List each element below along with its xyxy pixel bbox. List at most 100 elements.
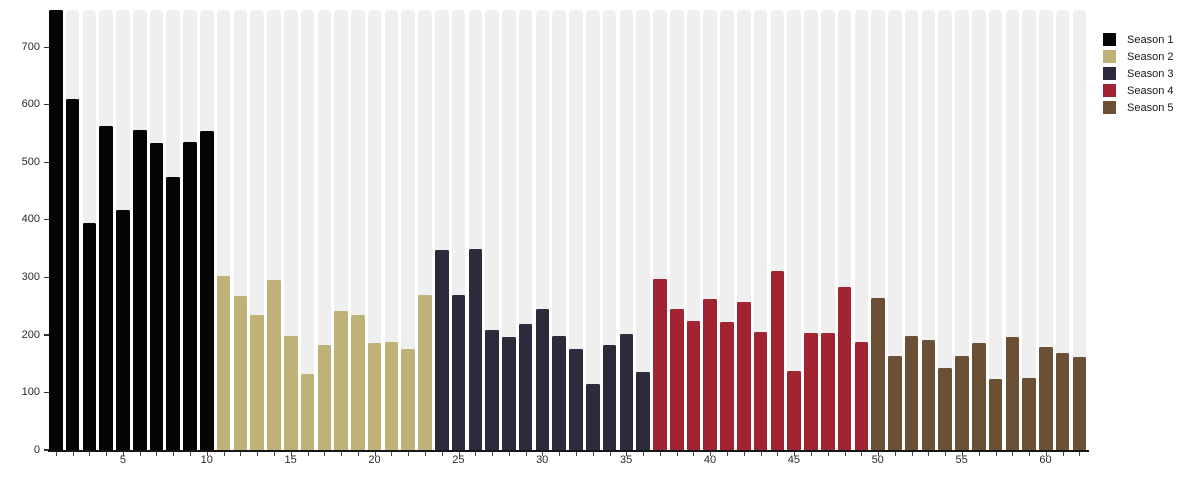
bar-season-1-ep5	[116, 210, 130, 450]
bar-background-track	[367, 10, 382, 450]
bar-season-3-ep35	[619, 334, 634, 450]
bar-slot	[703, 10, 720, 456]
bar-slot	[149, 10, 167, 456]
bar-season-2-ep20	[367, 343, 382, 450]
bar-season-4-ep49	[854, 341, 869, 450]
bar-slot	[451, 10, 469, 456]
legend-swatch-icon	[1103, 84, 1116, 97]
x-axis-line	[48, 450, 1089, 452]
x-tick-mark	[173, 452, 175, 456]
bar-slot	[904, 10, 922, 456]
bar-slot	[888, 10, 905, 456]
bar-slot	[132, 10, 150, 456]
y-tick-mark	[44, 104, 49, 106]
x-tick-mark	[55, 452, 57, 456]
bar-season-3-ep24	[434, 250, 449, 450]
legend-swatch-icon	[1103, 67, 1116, 80]
bar-season-3-ep26	[468, 248, 483, 450]
legend-label: Season 3	[1127, 67, 1174, 80]
y-tick-mark	[44, 449, 49, 451]
bar-slot	[955, 10, 972, 456]
x-tick-mark	[122, 452, 124, 456]
x-tick-mark	[894, 452, 896, 456]
x-tick-label-30: 30	[536, 454, 549, 466]
bar-slot	[619, 10, 637, 456]
x-tick-mark	[374, 452, 376, 456]
bar-slot	[854, 10, 872, 456]
y-tick-label-100: 100	[21, 386, 40, 398]
bar-season-5-ep61	[1055, 353, 1070, 450]
x-tick-mark	[743, 452, 745, 456]
bar-season-2-ep11	[216, 276, 231, 450]
x-tick-label-50: 50	[871, 454, 884, 466]
bar-season-2-ep15	[283, 336, 298, 450]
bar-season-1-ep10	[200, 131, 214, 450]
bar-season-3-ep36	[636, 372, 650, 450]
x-tick-label-25: 25	[452, 454, 465, 466]
bar-season-4-ep41	[720, 322, 734, 450]
x-tick-mark	[945, 452, 947, 456]
y-tick-label-0: 0	[33, 443, 40, 456]
bar-slot	[317, 10, 335, 456]
bar-slot	[653, 10, 670, 456]
bar-background-track	[1072, 10, 1087, 450]
bar-background-track	[1022, 10, 1036, 450]
bar-slot	[485, 10, 502, 456]
x-tick-label-40: 40	[703, 454, 717, 466]
bar-season-4-ep48	[837, 287, 852, 450]
x-axis: 5 10 15 20 25 30 35 40 45 50 55 60	[0, 454, 1187, 470]
bar-background-track	[938, 10, 952, 450]
x-tick-mark	[290, 452, 292, 456]
y-tick-label-300: 300	[21, 271, 40, 283]
legend-swatch-icon	[1103, 50, 1116, 63]
bar-slot	[988, 10, 1006, 456]
bar-season-1-ep6	[132, 130, 147, 450]
bar-slot	[434, 10, 452, 456]
bar-season-2-ep12	[233, 296, 248, 450]
x-tick-mark	[1045, 452, 1047, 456]
bar-slot	[502, 10, 519, 456]
bar-slot	[921, 10, 939, 456]
bar-slot	[535, 10, 553, 456]
bar-background-track	[787, 10, 801, 450]
bar-season-3-ep29	[518, 324, 533, 450]
bar-season-3-ep30	[535, 309, 550, 450]
x-tick-mark	[106, 452, 108, 456]
legend-swatch-icon	[1103, 33, 1116, 46]
y-tick-mark	[44, 219, 49, 221]
plot-area	[49, 10, 1090, 456]
x-tick-mark	[391, 452, 393, 456]
bar-background-track	[384, 10, 399, 450]
bar-season-4-ep44	[770, 271, 785, 450]
x-tick-label-45: 45	[787, 454, 801, 466]
x-tick-mark	[626, 452, 628, 456]
x-tick-mark	[525, 452, 527, 456]
bar-slot	[1072, 10, 1090, 456]
bar-slot	[283, 10, 301, 456]
bar-season-4-ep45	[787, 370, 801, 450]
bar-slot	[720, 10, 737, 456]
x-tick-mark	[542, 452, 544, 456]
legend-label: Season 1	[1127, 33, 1174, 46]
legend-swatch-icon	[1103, 101, 1116, 114]
bar-season-3-ep27	[485, 330, 499, 450]
bar-background-track	[1055, 10, 1070, 450]
x-tick-mark	[961, 452, 963, 456]
legend-item-season-4: Season 4	[1103, 84, 1173, 97]
x-tick-mark	[1079, 452, 1081, 456]
x-tick-label-10: 10	[200, 454, 213, 466]
y-tick-mark	[44, 334, 49, 336]
bar-slot	[166, 10, 183, 456]
bar-season-1-ep3	[82, 223, 97, 450]
bar-season-4-ep38	[669, 308, 684, 450]
bar-slot	[787, 10, 804, 456]
bar-season-2-ep13	[250, 315, 264, 450]
y-axis: 0 100 200 300 400 500 600 700	[0, 10, 49, 456]
x-tick-mark	[508, 452, 510, 456]
legend-item-season-5: Season 5	[1103, 101, 1173, 114]
bar-season-2-ep14	[267, 280, 281, 450]
x-tick-mark	[240, 452, 242, 456]
bar-slot	[938, 10, 955, 456]
bar-season-3-ep28	[502, 337, 516, 450]
